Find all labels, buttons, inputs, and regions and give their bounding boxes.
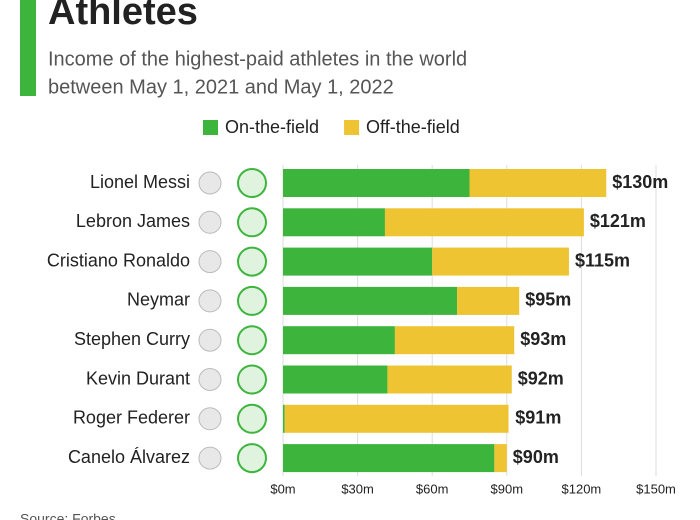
flag-icon (198, 210, 222, 234)
bar-segment (283, 365, 388, 394)
flag-icon (198, 171, 222, 195)
bar-segment (284, 404, 509, 433)
bar-segment (283, 169, 470, 197)
bar-segment (494, 444, 507, 473)
bar-segment (457, 286, 520, 315)
bar-segment (394, 326, 515, 355)
source: Source: Forbes (20, 511, 116, 520)
total-label: $130m (612, 172, 668, 192)
flag-icon (198, 289, 222, 313)
flag-icon (198, 250, 222, 274)
sport-icon (237, 168, 267, 198)
x-tick-label: $0m (270, 481, 295, 496)
sport-icon (237, 443, 267, 474)
x-tick-label: $90m (491, 481, 524, 496)
sport-icon (237, 207, 267, 238)
legend-label: Off-the-field (366, 117, 460, 137)
subtitle: Income of the highest-paid athletes in t… (48, 48, 467, 70)
flag-icon (198, 407, 222, 431)
y-tick-label: Neymar (127, 290, 190, 310)
y-tick-label: Roger Federer (73, 408, 190, 428)
bar-segment (283, 208, 385, 237)
y-tick-label: Stephen Curry (74, 329, 190, 349)
y-tick-label: Kevin Durant (86, 368, 190, 388)
accent-bar (20, 0, 36, 96)
x-tick-label: $30m (341, 481, 374, 496)
flag-icon (198, 446, 222, 470)
bar-segment (283, 444, 495, 473)
total-label: $121m (590, 211, 646, 231)
bar-segment (283, 247, 433, 276)
sport-icon (237, 325, 267, 356)
flag-icon (198, 328, 222, 352)
total-label: $95m (525, 290, 571, 310)
sport-icon (237, 285, 267, 316)
total-label: $91m (515, 408, 561, 428)
sport-icon (237, 403, 267, 434)
sport-icon (237, 364, 267, 395)
bar-segment (283, 326, 395, 355)
total-label: $90m (513, 447, 559, 467)
y-tick-label: Canelo Álvarez (68, 447, 190, 467)
legend-swatch (344, 120, 360, 135)
bar-segment (469, 169, 607, 197)
y-tick-label: Lionel Messi (90, 172, 190, 192)
chart-title: Athletes (48, 0, 198, 33)
bar-segment (432, 247, 569, 276)
total-label: $93m (520, 329, 566, 349)
bar-segment (283, 286, 458, 315)
x-tick-label: $120m (562, 481, 602, 496)
total-label: $92m (518, 368, 564, 388)
subtitle: between May 1, 2021 and May 1, 2022 (48, 76, 394, 98)
bar-segment (283, 404, 285, 433)
bar-segment (384, 208, 584, 237)
x-tick-label: $150m (636, 481, 676, 496)
bar-segment (387, 365, 512, 394)
legend-label: On-the-field (225, 117, 319, 137)
flag-icon (198, 368, 222, 391)
total-label: $115m (575, 250, 630, 270)
legend-swatch (203, 120, 218, 135)
x-tick-label: $60m (416, 481, 449, 496)
y-tick-label: Cristiano Ronaldo (47, 250, 190, 270)
sport-icon (237, 246, 267, 277)
y-tick-label: Lebron James (76, 211, 190, 231)
